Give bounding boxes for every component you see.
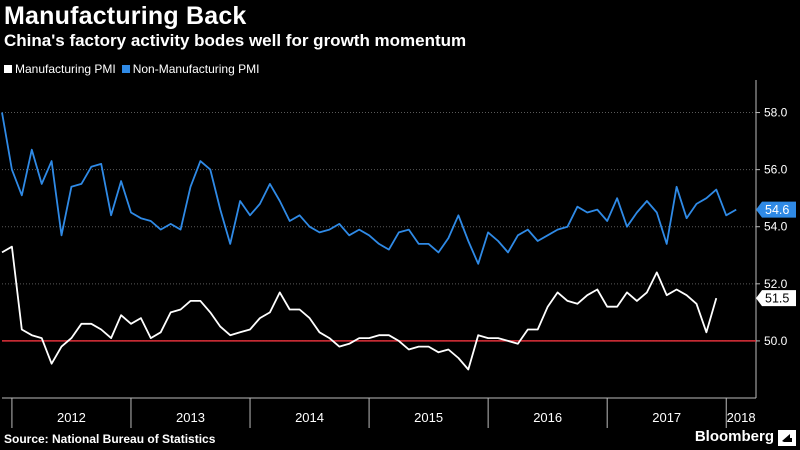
series-line-non-manufacturing [1, 112, 737, 265]
legend-swatch-non-manufacturing [121, 65, 130, 73]
legend-label-manufacturing: Manufacturing PMI [15, 62, 116, 76]
x-tick-label-6: 2018 [727, 410, 756, 425]
end-label-manufacturing: 51.5 [756, 290, 796, 307]
y-tick-label-4: 50.0 [764, 334, 788, 348]
bloomberg-arrow-icon [778, 430, 796, 446]
y-tick-label-2: 54.0 [764, 220, 788, 234]
x-tick-label-4: 2016 [533, 410, 562, 425]
series-line-manufacturing [1, 245, 718, 371]
y-tick-label-3: 52.0 [764, 277, 788, 291]
end-label-manufacturing-text: 51.5 [765, 292, 789, 306]
x-tick-label-1: 2013 [176, 410, 205, 425]
end-label-non-manufacturing-text: 54.6 [765, 203, 789, 217]
legend: Manufacturing PMI Non-Manufacturing PMI [4, 62, 265, 76]
end-label-non-manufacturing: 54.6 [756, 201, 796, 218]
x-tick-label-0: 2012 [57, 410, 86, 425]
end-label-non-manufacturing-bg [756, 201, 796, 218]
legend-swatch-manufacturing [4, 65, 12, 73]
x-tick-label-2: 2014 [295, 410, 324, 425]
legend-label-non-manufacturing: Non-Manufacturing PMI [132, 62, 260, 76]
legend-item-non-manufacturing: Non-Manufacturing PMI [121, 62, 260, 76]
chart-title: Manufacturing Back [4, 2, 247, 30]
end-label-manufacturing-bg [756, 290, 796, 307]
chart-subtitle: China's factory activity bodes well for … [4, 31, 467, 50]
y-tick-label-0: 58.0 [764, 106, 788, 120]
y-tick-label-1: 56.0 [764, 163, 788, 177]
source-note: Source: National Bureau of Statistics [4, 432, 216, 446]
x-tick-label-3: 2015 [414, 410, 443, 425]
x-tick-label-5: 2017 [652, 410, 681, 425]
brand-logo: Bloomberg [694, 428, 774, 445]
legend-item-manufacturing: Manufacturing PMI [4, 62, 116, 76]
